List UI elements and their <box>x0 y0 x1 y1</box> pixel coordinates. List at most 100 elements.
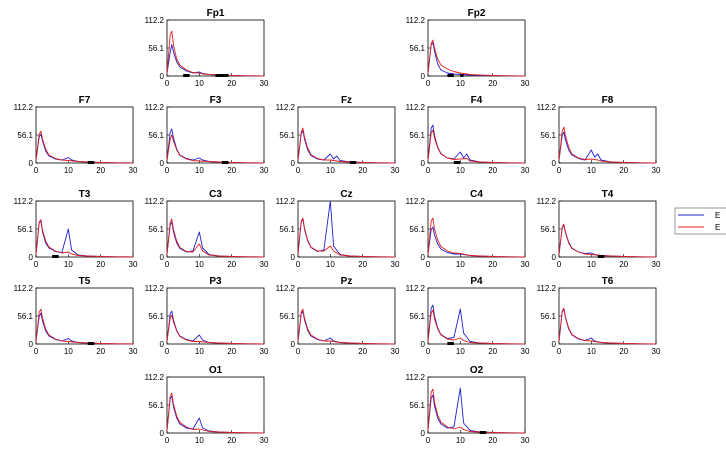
x-tick-label: 0 <box>426 436 431 445</box>
legend-label: E <box>715 223 720 232</box>
red-series-line <box>297 308 396 345</box>
y-tick-label: 0 <box>160 340 165 349</box>
significance-marker <box>460 74 464 77</box>
blue-series-line <box>166 128 265 164</box>
y-tick-label: 56.1 <box>409 44 425 53</box>
x-tick-label: 30 <box>129 347 138 356</box>
y-tick-label: 56.1 <box>148 44 164 53</box>
subplot-f7: F7 0 56.1 112.2 0 10 20 30 <box>14 95 138 175</box>
y-tick-label: 112.2 <box>276 197 296 206</box>
x-tick-label: 10 <box>456 166 465 175</box>
axes-box <box>166 106 265 164</box>
x-tick-label: 20 <box>358 260 367 269</box>
x-tick-label: 0 <box>296 347 301 356</box>
y-tick-label: 112.2 <box>14 197 34 206</box>
significance-marker <box>447 342 454 345</box>
red-series-line <box>166 218 265 258</box>
subplot-title: F4 <box>471 95 483 106</box>
y-tick-label: 0 <box>421 340 426 349</box>
x-tick-label: 10 <box>326 166 335 175</box>
x-tick-label: 10 <box>195 436 204 445</box>
x-tick-label: 10 <box>456 347 465 356</box>
y-tick-label: 0 <box>29 340 34 349</box>
blue-series-line <box>166 310 265 345</box>
blue-series-line <box>427 226 526 258</box>
x-tick-label: 20 <box>227 436 236 445</box>
subplot-f4: F4 0 56.1 112.2 0 10 20 30 <box>406 95 530 175</box>
blue-series-line <box>297 310 396 345</box>
blue-series-line <box>35 133 134 164</box>
x-tick-label: 20 <box>619 166 628 175</box>
subplot-o2: O2 0 56.1 112.2 0 10 20 30 <box>406 365 530 445</box>
red-series-line <box>558 307 657 345</box>
x-tick-label: 30 <box>391 166 400 175</box>
y-tick-label: 56.1 <box>17 131 33 140</box>
y-tick-label: 0 <box>160 159 165 168</box>
red-series-line <box>35 308 134 345</box>
x-tick-label: 20 <box>619 347 628 356</box>
y-tick-label: 56.1 <box>409 312 425 321</box>
x-tick-label: 30 <box>129 260 138 269</box>
x-tick-label: 0 <box>34 260 39 269</box>
subplot-title: C3 <box>209 189 222 200</box>
significance-marker <box>349 161 357 164</box>
significance-marker <box>453 161 461 164</box>
significance-marker <box>87 161 95 164</box>
red-series-line <box>427 309 526 345</box>
x-tick-label: 30 <box>521 79 530 88</box>
x-tick-label: 0 <box>296 260 301 269</box>
x-tick-label: 30 <box>521 347 530 356</box>
x-tick-label: 10 <box>195 166 204 175</box>
significance-marker <box>447 74 454 77</box>
blue-series-line <box>427 387 526 434</box>
red-series-line <box>166 134 265 164</box>
axes-box <box>166 287 265 345</box>
blue-series-line <box>427 304 526 345</box>
y-tick-label: 112.2 <box>276 103 296 112</box>
y-tick-label: 112.2 <box>145 284 165 293</box>
x-tick-label: 0 <box>296 166 301 175</box>
red-series-line <box>166 314 265 345</box>
x-tick-label: 10 <box>326 347 335 356</box>
red-series-line <box>35 130 134 164</box>
subplot-title: Fp2 <box>468 8 486 19</box>
y-tick-label: 56.1 <box>279 131 295 140</box>
subplot-title: T6 <box>602 276 614 287</box>
subplot-fz: Fz 0 56.1 112.2 0 10 20 30 <box>276 95 400 175</box>
axes-box <box>297 106 396 164</box>
x-tick-label: 10 <box>195 79 204 88</box>
y-tick-label: 112.2 <box>276 284 296 293</box>
subplot-title: F8 <box>602 95 614 106</box>
x-tick-label: 10 <box>587 166 596 175</box>
x-tick-label: 30 <box>652 166 661 175</box>
subplot-title: P4 <box>470 276 483 287</box>
x-tick-label: 20 <box>619 260 628 269</box>
axes-box <box>35 106 134 164</box>
y-tick-label: 0 <box>29 159 34 168</box>
red-series-line <box>166 392 265 434</box>
subplot-title: F7 <box>79 95 91 106</box>
x-tick-label: 20 <box>488 260 497 269</box>
x-tick-label: 10 <box>326 260 335 269</box>
subplot-title: Cz <box>340 189 352 200</box>
y-tick-label: 0 <box>160 253 165 262</box>
y-tick-label: 112.2 <box>537 103 557 112</box>
subplot-t4: T4 0 56.1 112.2 0 10 20 30 <box>537 189 661 269</box>
y-tick-label: 56.1 <box>148 131 164 140</box>
subplot-grid: Fp1 0 56.1 112.2 0 10 20 30 Fp2 0 56.1 112.2 0 10 20 30… <box>14 8 661 445</box>
subplot-f3: F3 0 56.1 112.2 0 10 20 30 <box>145 95 269 175</box>
x-tick-label: 20 <box>227 347 236 356</box>
y-tick-label: 56.1 <box>540 312 556 321</box>
x-tick-label: 10 <box>195 260 204 269</box>
x-tick-label: 0 <box>426 79 431 88</box>
x-tick-label: 20 <box>488 347 497 356</box>
x-tick-label: 0 <box>557 166 562 175</box>
blue-series-line <box>166 395 265 434</box>
significance-marker <box>87 342 95 345</box>
blue-series-line <box>35 220 134 258</box>
x-tick-label: 20 <box>227 166 236 175</box>
blue-series-line <box>166 44 265 77</box>
x-tick-label: 10 <box>587 260 596 269</box>
red-series-line <box>297 127 396 164</box>
